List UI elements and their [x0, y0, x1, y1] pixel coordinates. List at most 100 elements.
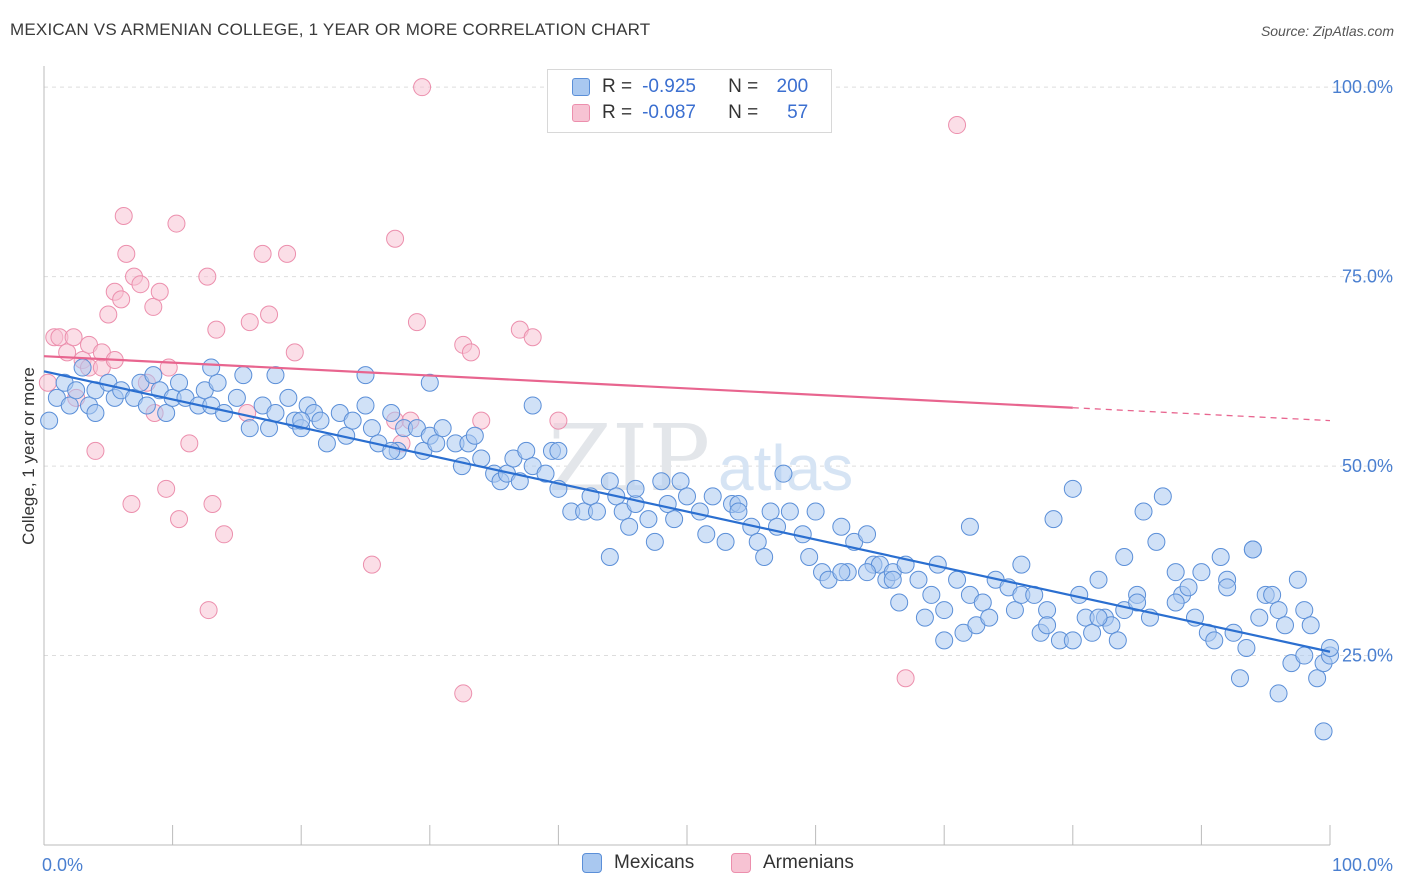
x-tick-label: 0.0%: [42, 855, 83, 875]
mexican-point: [208, 373, 227, 392]
mexican-point: [170, 373, 189, 392]
mexican-point: [1179, 578, 1198, 597]
legend-r-value: -0.925: [642, 76, 696, 97]
mexican-point: [1089, 608, 1108, 627]
mexican-point: [1063, 631, 1082, 650]
x-tick-label: 100.0%: [1332, 855, 1393, 875]
mexican-point: [832, 517, 851, 536]
mexican-point: [948, 570, 967, 589]
legend-label-armenians: Armenians: [763, 852, 854, 873]
mexican-point: [137, 396, 156, 415]
armenian-point: [461, 343, 480, 362]
mexican-point: [427, 434, 446, 453]
bottom-legend: Mexicans Armenians: [0, 852, 1406, 878]
mexican-point: [1321, 638, 1339, 657]
mexican-point: [144, 366, 163, 385]
armenian-point: [157, 479, 176, 498]
legend-r-label: R =: [602, 76, 633, 97]
mexican-point: [240, 419, 259, 438]
legend-row-armenians: R = -0.087 N = 57: [572, 101, 808, 125]
mexican-point: [748, 532, 767, 551]
legend-item-mexicans[interactable]: Mexicans: [582, 852, 694, 874]
mexican-point: [1269, 601, 1288, 620]
mexican-point: [645, 532, 664, 551]
armenian-point: [407, 313, 426, 332]
mexican-point: [600, 472, 619, 491]
armenian-point: [523, 328, 542, 347]
mexican-point: [86, 404, 105, 423]
armenians-swatch: [731, 853, 751, 873]
armenian-point: [180, 434, 199, 453]
mexican-point: [1275, 616, 1294, 635]
armenian-point: [170, 510, 189, 529]
mexican-point: [703, 487, 722, 506]
mexican-point: [279, 388, 298, 407]
mexican-point: [793, 525, 812, 544]
mexican-point: [292, 411, 311, 430]
armenian-point: [198, 267, 217, 286]
mexican-point: [858, 525, 877, 544]
mexican-point: [1044, 510, 1063, 529]
y-tick-label: 100.0%: [1332, 77, 1393, 97]
mexican-point: [960, 517, 979, 536]
mexican-point: [40, 411, 59, 430]
legend-r-value: -0.087: [642, 102, 696, 123]
mexican-point: [1237, 638, 1256, 657]
mexican-point: [716, 532, 735, 551]
armenian-point: [203, 494, 222, 513]
mexicans-trend-line: [43, 370, 1331, 653]
armenian-point: [413, 78, 432, 97]
mexican-point: [1063, 479, 1082, 498]
mexican-point: [620, 517, 639, 536]
armenian-point: [117, 244, 136, 263]
mexican-point: [356, 396, 375, 415]
mexican-point: [1230, 669, 1249, 688]
mexican-point: [626, 479, 645, 498]
mexican-point: [1108, 631, 1127, 650]
mexicans-points: [40, 358, 1339, 741]
armenian-point: [207, 320, 226, 339]
mexican-point: [215, 404, 234, 423]
mexican-point: [690, 502, 709, 521]
grid-lines: [44, 86, 1392, 657]
mexican-point: [362, 419, 381, 438]
armenians-swatch: [572, 104, 590, 122]
mexican-point: [922, 585, 941, 604]
mexican-point: [935, 631, 954, 650]
mexican-point: [832, 563, 851, 582]
mexican-point: [761, 502, 780, 521]
mexican-point: [652, 472, 671, 491]
mexican-point: [266, 366, 285, 385]
armenian-point: [64, 328, 83, 347]
mexican-point: [1295, 646, 1314, 665]
mexican-point: [678, 487, 696, 506]
mexican-point: [1089, 570, 1108, 589]
mexican-point: [658, 494, 677, 513]
legend-n-value: 57: [787, 102, 809, 123]
mexican-point: [536, 464, 555, 483]
armenians-points: [38, 78, 967, 703]
trend-lines: [43, 355, 1331, 653]
armenian-point: [144, 297, 163, 316]
mexican-point: [266, 404, 285, 423]
armenian-point: [278, 244, 297, 263]
mexican-point: [774, 464, 793, 483]
armenian-point: [112, 290, 131, 309]
mexican-point: [433, 419, 452, 438]
mexican-point: [890, 593, 909, 612]
mexican-point: [1263, 585, 1282, 604]
mexican-point: [420, 373, 439, 392]
legend-item-armenians[interactable]: Armenians: [731, 852, 854, 874]
mexican-point: [1205, 631, 1224, 650]
mexican-point: [202, 358, 221, 377]
mexican-point: [227, 388, 246, 407]
legend-r-label: R =: [602, 102, 633, 123]
armenian-point: [948, 116, 967, 135]
mexican-point: [935, 601, 954, 620]
mexican-point: [317, 434, 336, 453]
mexican-point: [915, 608, 934, 627]
mexican-point: [1147, 532, 1166, 551]
mexican-point: [909, 570, 928, 589]
legend-n-label: N =: [728, 76, 759, 97]
armenian-point: [238, 404, 257, 423]
